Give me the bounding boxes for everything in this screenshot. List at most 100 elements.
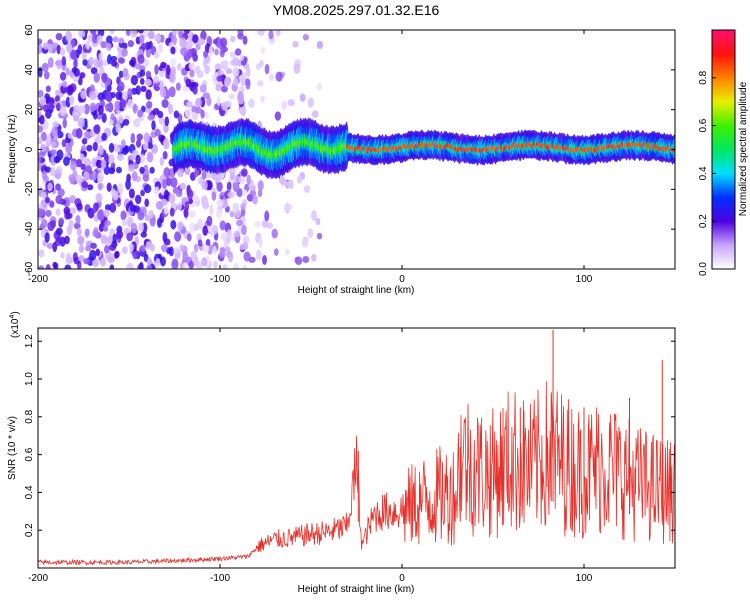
spectrogram-cell xyxy=(257,180,264,191)
spectrogram-cell xyxy=(222,264,228,269)
spectrogram-cell xyxy=(190,250,198,261)
spectrogram-cell xyxy=(234,175,241,184)
spectrogram-cell xyxy=(63,197,71,208)
spectrogram-cell xyxy=(195,43,201,51)
spectrogram-cell xyxy=(192,195,200,202)
spectrogram-cell xyxy=(296,175,303,184)
spectrogram-cell xyxy=(163,189,169,201)
spectrogram-cell xyxy=(80,163,86,171)
spectrogram-cell xyxy=(50,167,56,177)
spectrogram-cell xyxy=(224,77,229,88)
spectrogram-cell xyxy=(234,48,242,56)
snr-multiplier-label: (x104) xyxy=(9,311,21,338)
spectrogram-cell xyxy=(83,103,90,115)
spectrogram-cell xyxy=(70,160,77,171)
spectrogram-cell xyxy=(160,198,168,206)
spectrogram-cell xyxy=(139,69,146,77)
spectrogram-cell xyxy=(219,220,226,231)
spectrogram-cell xyxy=(83,131,91,140)
spectrogram-cell xyxy=(146,258,152,266)
spectrogram-cell xyxy=(112,193,119,201)
spectrogram-cell xyxy=(316,232,323,240)
spectrogram-cell xyxy=(177,63,182,71)
spectrogram-cell xyxy=(185,78,192,88)
spectrogram-cell xyxy=(223,238,229,249)
spectrogram-ytick-label: -40 xyxy=(24,222,35,237)
spectrogram-cell xyxy=(86,144,93,152)
spectrogram-cell xyxy=(70,49,78,61)
spectrogram-cell xyxy=(61,139,67,148)
spectrogram-xtick-label: 0 xyxy=(399,274,405,285)
spectrogram-cell xyxy=(221,197,229,209)
spectrogram-cell xyxy=(108,244,117,252)
spectrogram-cell xyxy=(173,246,179,254)
spectrogram-cell xyxy=(38,38,43,45)
spectrogram-cell xyxy=(56,235,62,244)
spectrogram-cell xyxy=(69,95,75,105)
spectrogram-cell xyxy=(56,59,63,70)
spectrogram-cell xyxy=(189,68,195,78)
spectrogram-cell xyxy=(165,177,172,187)
spectrogram-cell xyxy=(241,242,249,250)
spectrogram-cell xyxy=(121,219,128,227)
spectrogram-cell xyxy=(225,246,231,253)
spectrogram-cell xyxy=(208,45,214,57)
spectrogram-cell xyxy=(96,133,102,145)
spectrogram-cell xyxy=(104,204,111,211)
spectrogram-cell xyxy=(195,97,203,108)
spectrogram-cell xyxy=(154,128,161,137)
spectrogram-cell xyxy=(241,72,247,81)
spectrogram-cell xyxy=(77,235,85,245)
spectrogram-cell xyxy=(170,58,177,67)
spectrogram-cell xyxy=(65,252,72,264)
snr-ytick-label: 0.2 xyxy=(24,523,35,537)
spectrogram-cell xyxy=(117,81,125,92)
spectrogram-ytick-label: 60 xyxy=(24,24,35,36)
spectrogram-cell xyxy=(216,208,223,219)
spectrogram-cell xyxy=(40,131,47,142)
spectrogram-cell xyxy=(114,250,120,259)
spectrogram-cell xyxy=(56,102,61,112)
spectrogram-cell xyxy=(201,195,208,207)
spectrogram-cell xyxy=(226,181,232,192)
spectrogram-cell xyxy=(256,80,264,87)
spectrogram-cell xyxy=(41,62,49,73)
spectrogram-cell xyxy=(51,141,57,149)
spectrogram-cell xyxy=(104,220,111,227)
spectrogram-cell xyxy=(129,154,135,161)
spectrogram-cell xyxy=(232,181,240,193)
spectrogram-cell xyxy=(42,42,50,50)
spectrogram-cell xyxy=(44,196,50,204)
spectrogram-cell xyxy=(154,64,159,75)
spectrogram-cell xyxy=(170,177,178,188)
spectrogram-cell xyxy=(49,200,55,208)
spectrogram-cell xyxy=(122,145,130,154)
spectrogram-cell xyxy=(158,70,165,77)
spectrogram-cell xyxy=(177,221,184,231)
spectrogram-cell xyxy=(143,141,149,151)
spectrogram-cell xyxy=(230,35,236,43)
spectrogram-cell xyxy=(98,145,104,155)
spectrogram-cell xyxy=(59,71,67,81)
spectrogram-cell xyxy=(275,71,283,82)
spectrogram-cell xyxy=(227,191,235,199)
spectrogram-cell xyxy=(52,121,60,128)
spectrogram-cell xyxy=(60,252,65,259)
spectrogram-cell xyxy=(175,189,183,198)
spectrogram-cell xyxy=(226,229,232,237)
spectrogram-cell xyxy=(67,132,73,139)
spectrogram-cell xyxy=(317,82,323,91)
spectrogram-cell xyxy=(106,54,112,65)
spectrogram-cell xyxy=(201,257,208,267)
spectrogram-cell xyxy=(130,74,139,86)
spectrogram-cell xyxy=(73,222,81,230)
spectrogram-cell xyxy=(144,78,152,87)
spectrogram-cell xyxy=(162,178,168,190)
spectrogram-cell xyxy=(40,218,48,228)
spectrogram-cell xyxy=(55,194,63,205)
spectrogram-cell xyxy=(92,110,98,120)
spectrogram-cell xyxy=(187,39,194,49)
spectrogram-cell xyxy=(220,37,228,48)
spectrogram-cell xyxy=(97,105,104,116)
spectrogram-cell xyxy=(205,238,211,246)
